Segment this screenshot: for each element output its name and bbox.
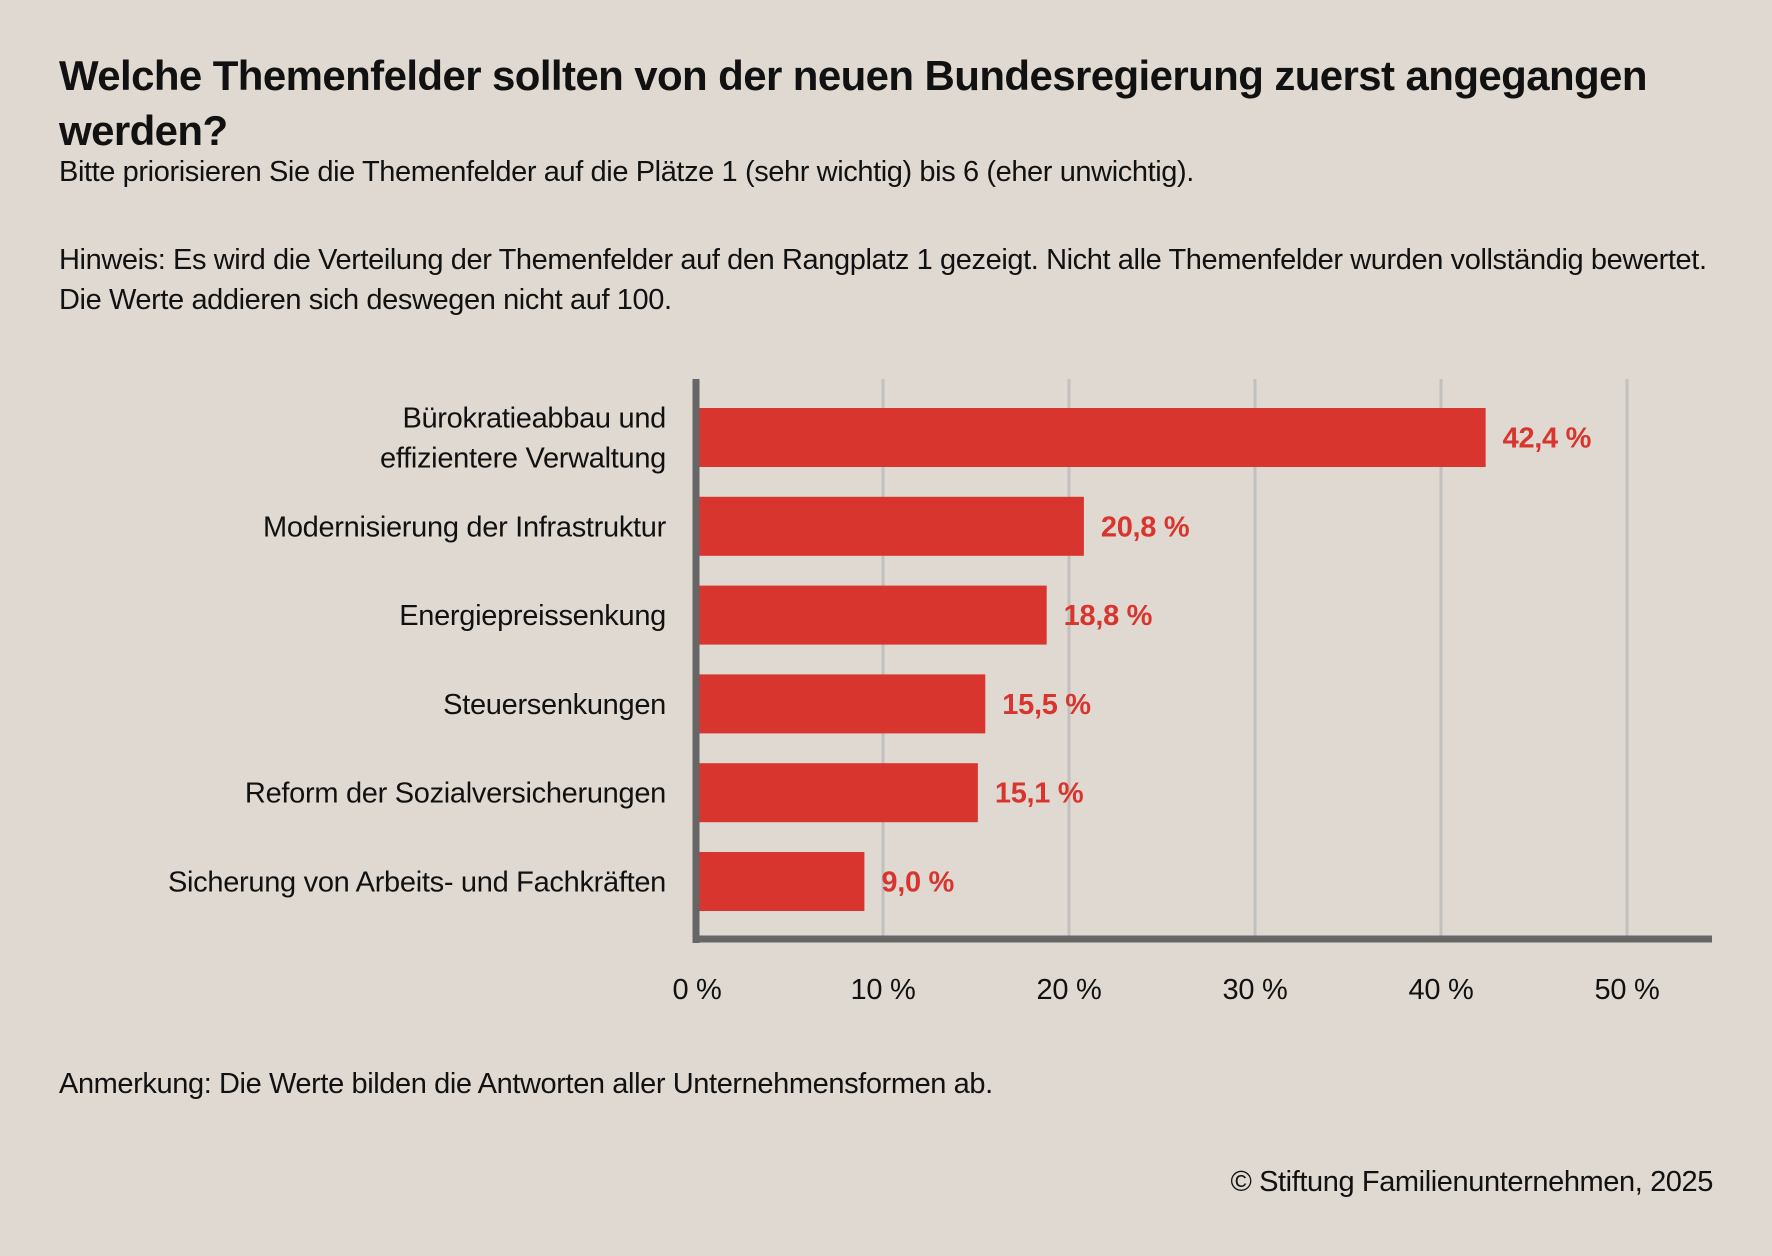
chart-subtitle: Bitte priorisieren Sie die Themenfelder … <box>59 156 1194 188</box>
category-label: Modernisierung der Infrastruktur <box>263 511 667 543</box>
category-labels: Bürokratieabbau und effizientere Verwaltu… <box>168 403 667 899</box>
chart-note: Hinweis: Es wird die Verteilung der Them… <box>59 244 1707 316</box>
bar <box>697 763 978 823</box>
value-label: 15,5 % <box>1002 689 1091 721</box>
value-label: 9,0 % <box>881 867 954 899</box>
chart-title: Welche Themenfelder sollten von der neue… <box>59 52 1647 154</box>
x-tick-label: 0 % <box>672 974 721 1006</box>
category-label: Energiepreissenkung <box>399 600 666 632</box>
x-tick-label: 30 % <box>1223 974 1288 1006</box>
bar <box>697 585 1047 645</box>
gridlines <box>881 379 1629 939</box>
bar <box>697 408 1486 467</box>
value-label: 20,8 % <box>1101 511 1190 543</box>
x-tick-label: 50 % <box>1595 974 1660 1006</box>
bar <box>697 674 986 734</box>
category-label: effizientere Verwaltung <box>380 443 666 475</box>
value-labels: 42,4 % 20,8 % 18,8 % 15,5 % 15,1 % 9,0 % <box>881 423 1592 899</box>
axes <box>692 379 1712 943</box>
copyright: © Stiftung Familienunternehmen, 2025 <box>1230 1166 1713 1198</box>
value-label: 18,8 % <box>1064 600 1153 632</box>
x-tick-label: 20 % <box>1037 974 1102 1006</box>
x-tick-label: 40 % <box>1409 974 1474 1006</box>
value-label: 15,1 % <box>995 778 1084 810</box>
category-label: Reform der Sozialversicherungen <box>245 778 666 810</box>
category-label: Sicherung von Arbeits- und Fachkräften <box>168 867 666 899</box>
x-tick-labels: 0 % 10 % 20 % 30 % 40 % 50 % <box>672 974 1659 1006</box>
footnote: Anmerkung: Die Werte bilden die Antworte… <box>59 1068 993 1100</box>
value-label: 42,4 % <box>1503 423 1592 455</box>
bar <box>697 496 1084 556</box>
category-label: Steuersenkungen <box>443 689 666 721</box>
category-label: Bürokratieabbau und <box>402 403 666 435</box>
bar <box>697 852 865 911</box>
x-tick-label: 10 % <box>851 974 916 1006</box>
bars <box>697 408 1486 911</box>
